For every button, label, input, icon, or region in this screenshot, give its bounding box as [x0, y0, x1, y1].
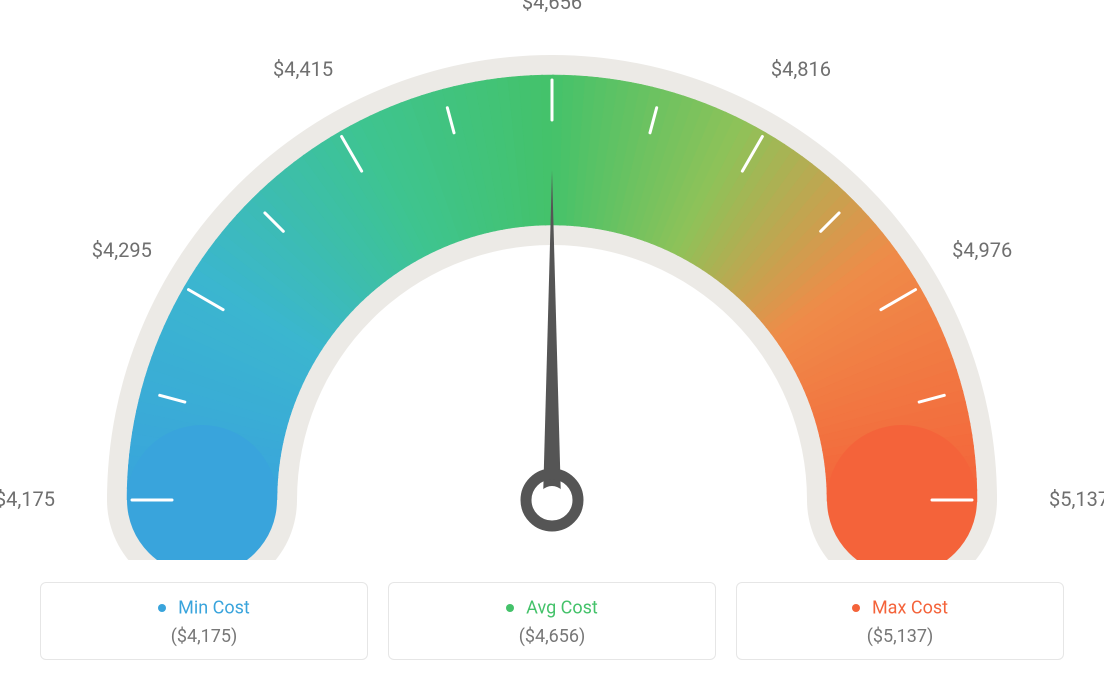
- legend-row: Min Cost ($4,175) Avg Cost ($4,656) Max …: [0, 582, 1104, 660]
- gauge-tick-label: $4,976: [952, 238, 1012, 262]
- gauge-tick-label: $4,295: [92, 238, 152, 262]
- legend-dot-min: [158, 604, 166, 612]
- legend-card-avg: Avg Cost ($4,656): [388, 582, 716, 660]
- gauge-chart-container: $4,175 $4,295 $4,415 $4,656 $4,816 $4,976 $5,1…: [0, 0, 1104, 690]
- gauge-tick-label: $5,137: [1049, 487, 1104, 511]
- legend-dot-max: [852, 604, 860, 612]
- gauge-tick-label: $4,415: [273, 57, 333, 81]
- legend-card-min: Min Cost ($4,175): [40, 582, 368, 660]
- gauge-tick-label: $4,656: [522, 0, 582, 14]
- legend-value-min: ($4,175): [51, 626, 357, 647]
- legend-value-avg: ($4,656): [399, 626, 705, 647]
- legend-card-max: Max Cost ($5,137): [736, 582, 1064, 660]
- legend-value-max: ($5,137): [747, 626, 1053, 647]
- legend-dot-avg: [506, 604, 514, 612]
- legend-label-avg: Avg Cost: [526, 597, 598, 618]
- legend-label-max: Max Cost: [872, 597, 948, 618]
- gauge-svg: $4,175 $4,295 $4,415 $4,656 $4,816 $4,976 $5,1…: [0, 0, 1104, 560]
- gauge-tick-label: $4,816: [771, 57, 831, 81]
- legend-label-min: Min Cost: [178, 597, 250, 618]
- gauge-tick-label: $4,175: [0, 487, 55, 511]
